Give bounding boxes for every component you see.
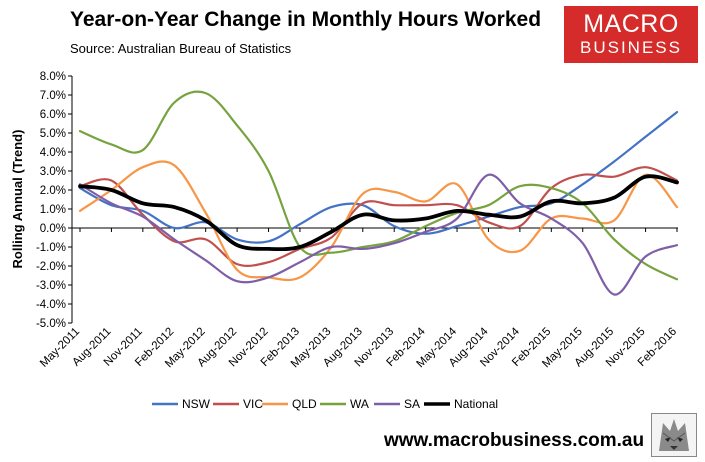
logo-line-2: BUSINESS: [580, 38, 682, 57]
legend-item-wa: WA: [320, 397, 369, 411]
chart-source: Source: Australian Bureau of Statistics: [70, 41, 292, 56]
y-tick-label: -3.0%: [36, 280, 66, 292]
wolf-badge-icon: [651, 413, 697, 457]
y-tick-label: 8.0%: [40, 71, 66, 83]
legend-label: QLD: [292, 397, 317, 411]
y-tick-label: 0.0%: [40, 223, 66, 235]
series-line-qld: [78, 160, 679, 282]
y-tick-label: 3.0%: [40, 166, 66, 178]
y-tick-label: 7.0%: [40, 90, 66, 102]
y-tick-label: 5.0%: [40, 128, 66, 140]
chart-title: Year-on-Year Change in Monthly Hours Wor…: [70, 8, 542, 31]
series-line-sa: [78, 173, 679, 296]
legend-label: National: [454, 397, 498, 411]
y-tick-label: -5.0%: [36, 318, 66, 330]
logo-line-1: MACRO: [583, 10, 679, 38]
legend-label: NSW: [182, 397, 211, 411]
y-tick-label: -2.0%: [36, 261, 66, 273]
y-tick-label: 4.0%: [40, 147, 66, 159]
y-axis-title: Rolling Annual (Trend): [10, 130, 25, 269]
legend-item-vic: VIC: [213, 397, 263, 411]
y-tick-label: 1.0%: [40, 204, 66, 216]
y-tick-label: -4.0%: [36, 299, 66, 311]
y-tick-label: 2.0%: [40, 185, 66, 197]
legend-label: SA: [404, 397, 420, 411]
legend-label: WA: [350, 397, 369, 411]
series-line-national: [78, 174, 679, 252]
y-tick-label: -1.0%: [36, 242, 66, 254]
series-line-nsw: [78, 111, 679, 244]
series-line-wa: [78, 90, 679, 281]
legend-label: VIC: [243, 397, 263, 411]
y-tick-label: 6.0%: [40, 109, 66, 121]
legend-item-sa: SA: [374, 397, 420, 411]
legend-item-qld: QLD: [262, 397, 317, 411]
legend-item-nsw: NSW: [152, 397, 211, 411]
macro-business-logo[interactable]: MACRO BUSINESS: [564, 6, 698, 63]
footer-url[interactable]: www.macrobusiness.com.au: [384, 430, 645, 451]
legend-item-national: National: [424, 397, 498, 411]
